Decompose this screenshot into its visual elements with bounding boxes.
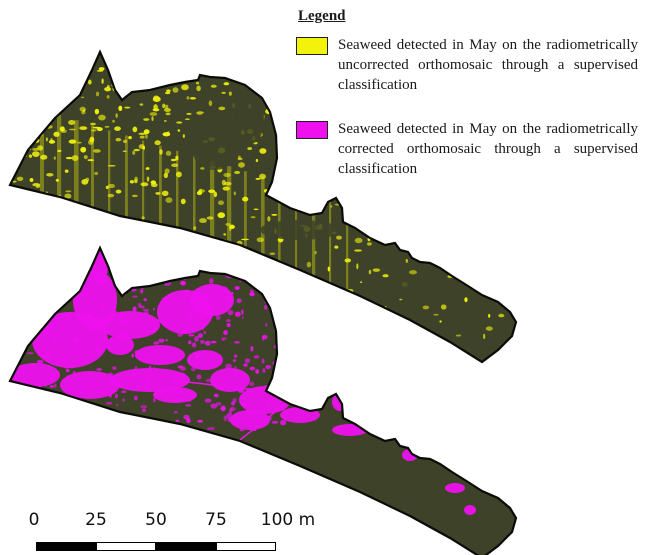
legend-item-corrected: Seaweed detected in May on the radiometr… (296, 119, 642, 179)
corrected-seaweed-layer (10, 248, 476, 515)
scale-segment-1 (36, 542, 96, 551)
legend: Legend Seaweed detected in May on the ra… (296, 8, 642, 203)
scale-label-0: 0 (28, 510, 40, 530)
legend-swatch-magenta (296, 121, 328, 139)
scale-segment-3 (156, 542, 216, 551)
uncorrected-area-outline (8, 49, 518, 364)
corrected-orthomosaic (8, 245, 518, 555)
legend-swatch-yellow (296, 37, 328, 55)
scale-label-50: 50 (145, 510, 167, 530)
scale-label-100m: 100 m (260, 510, 316, 530)
legend-title: Legend (298, 8, 346, 24)
corrected-area-outline (8, 245, 518, 555)
legend-item-uncorrected: Seaweed detected in May on the radiometr… (296, 35, 642, 95)
legend-text-corrected: Seaweed detected in May on the radiometr… (338, 121, 638, 177)
scale-segment-4 (216, 542, 276, 551)
scale-segment-2 (96, 542, 156, 551)
scale-label-75: 75 (205, 510, 227, 530)
legend-text-uncorrected: Seaweed detected in May on the radiometr… (338, 37, 638, 93)
scale-label-25: 25 (85, 510, 107, 530)
scale-bar: 0 25 50 75 100 m (22, 510, 315, 555)
